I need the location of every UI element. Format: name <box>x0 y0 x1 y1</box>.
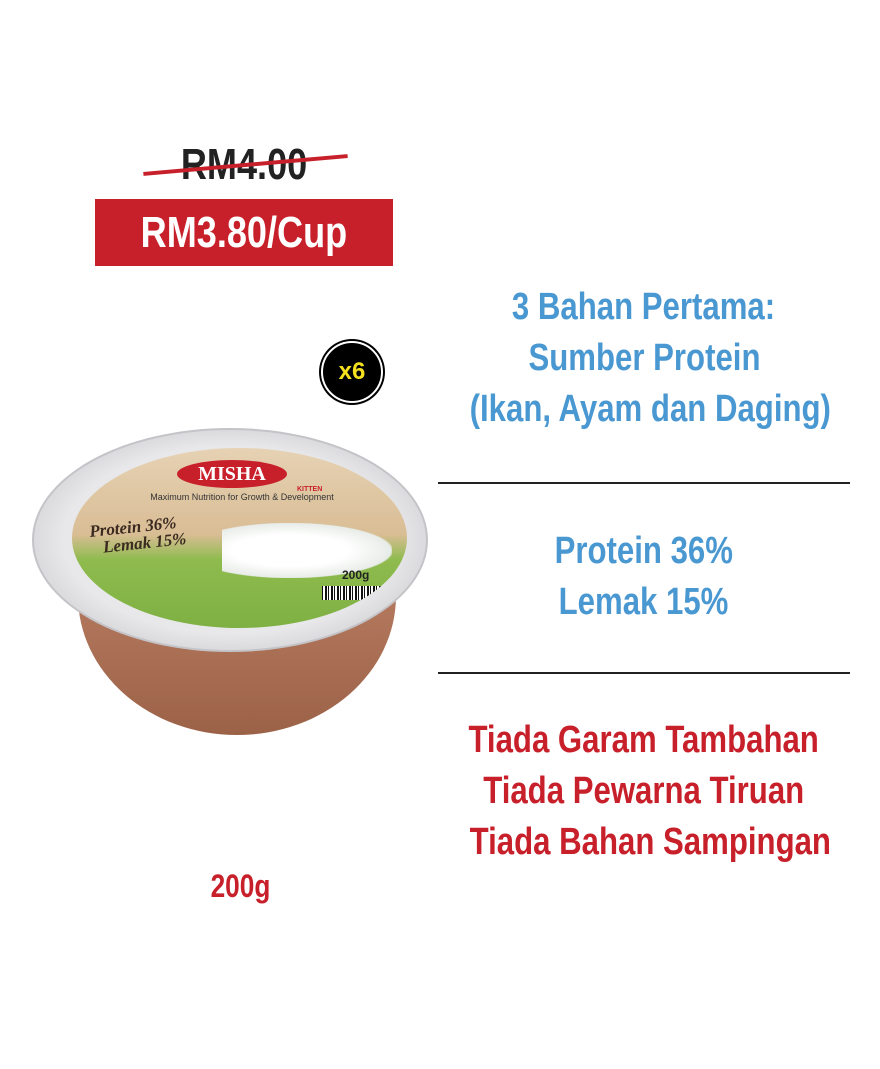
label-tagline: Maximum Nutrition for Growth & Developme… <box>150 492 334 502</box>
lid-label: MISHA KITTEN Maximum Nutrition for Growt… <box>72 448 407 628</box>
feature-no-additives: Tiada Garam Tambahan Tiada Pewarna Tirua… <box>468 719 831 863</box>
label-weight: 200g <box>342 568 370 582</box>
label-nutrition: Protein 36% Lemak 15% <box>88 513 187 557</box>
sale-price-banner: RM3.80/Cup <box>95 199 393 266</box>
product-weight: 200g <box>210 868 270 904</box>
feature-nutrition: Protein 36% Lemak 15% <box>554 530 734 623</box>
feature-first-ingredients: 3 Bahan Pertama: Sumber Protein (Ikan, A… <box>469 286 831 430</box>
sale-price: RM3.80/Cup <box>140 208 348 257</box>
kitten-photo <box>222 523 392 578</box>
divider <box>438 672 850 674</box>
divider <box>438 482 850 484</box>
quantity-badge: x6 <box>321 341 383 403</box>
barcode <box>322 586 387 600</box>
brand-logo: MISHA <box>177 460 287 488</box>
variant-tag: KITTEN <box>297 486 323 493</box>
